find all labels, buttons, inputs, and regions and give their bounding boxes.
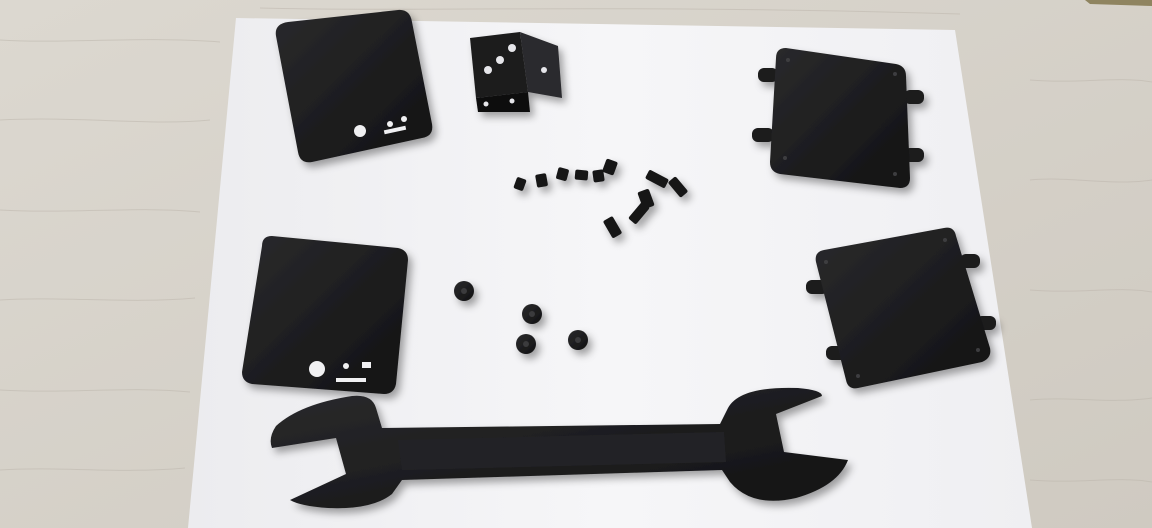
box-lid-top [275, 9, 433, 163]
desk-wood-grain [0, 7, 1152, 483]
wrench [270, 387, 849, 509]
die [470, 32, 562, 112]
enclosure-bottom [806, 227, 996, 389]
small-pins [513, 158, 688, 238]
round-feet [454, 281, 588, 354]
box-lid-bottom [242, 236, 408, 394]
desk-corner-object [1085, 0, 1152, 6]
enclosure-top [752, 48, 924, 188]
